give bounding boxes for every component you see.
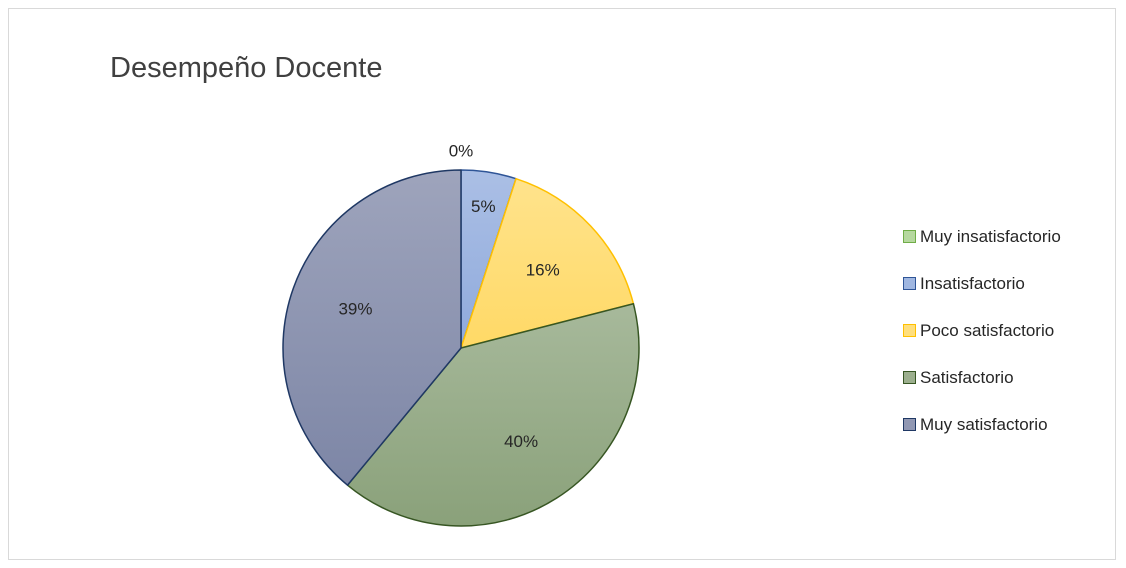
- pie-slice-satisfactorio: [346, 302, 640, 527]
- legend-item-muy-insatisfactorio: Muy insatisfactorio: [903, 225, 1061, 248]
- legend-label-muy-satisfactorio: Muy satisfactorio: [920, 414, 1048, 434]
- chart-legend: Muy insatisfactorio Insatisfactorio Poco s…: [903, 225, 1061, 460]
- pie-labels: 0% 5% 16% 40% 39%: [338, 141, 559, 451]
- data-label-poco-satisfactorio: 16%: [526, 261, 560, 280]
- data-label-satisfactorio: 40%: [504, 432, 538, 451]
- pie-slice-poco-satisfactorio: [460, 177, 635, 349]
- legend-swatch-poco-satisfactorio: [903, 324, 916, 337]
- data-label-muy-satisfactorio: 39%: [338, 299, 372, 318]
- legend-label-insatisfactorio: Insatisfactorio: [920, 273, 1025, 293]
- legend-item-poco-satisfactorio: Poco satisfactorio: [903, 319, 1061, 342]
- legend-swatch-satisfactorio: [903, 371, 916, 384]
- legend-label-muy-insatisfactorio: Muy insatisfactorio: [920, 226, 1061, 246]
- legend-item-insatisfactorio: Insatisfactorio: [903, 272, 1061, 295]
- legend-item-satisfactorio: Satisfactorio: [903, 366, 1061, 389]
- legend-item-muy-satisfactorio: Muy satisfactorio: [903, 413, 1061, 436]
- data-label-muy-insatisfactorio: 0%: [449, 141, 474, 160]
- legend-swatch-insatisfactorio: [903, 277, 916, 290]
- legend-label-satisfactorio: Satisfactorio: [920, 367, 1014, 387]
- data-label-insatisfactorio: 5%: [471, 197, 496, 216]
- legend-label-poco-satisfactorio: Poco satisfactorio: [920, 320, 1055, 340]
- pie-slices: [282, 169, 640, 527]
- legend-swatch-muy-satisfactorio: [903, 418, 916, 431]
- chart-title: Desempeño Docente: [110, 52, 383, 84]
- pie-slice-muy-satisfactorio: [282, 169, 462, 486]
- legend-swatch-muy-insatisfactorio: [903, 230, 916, 243]
